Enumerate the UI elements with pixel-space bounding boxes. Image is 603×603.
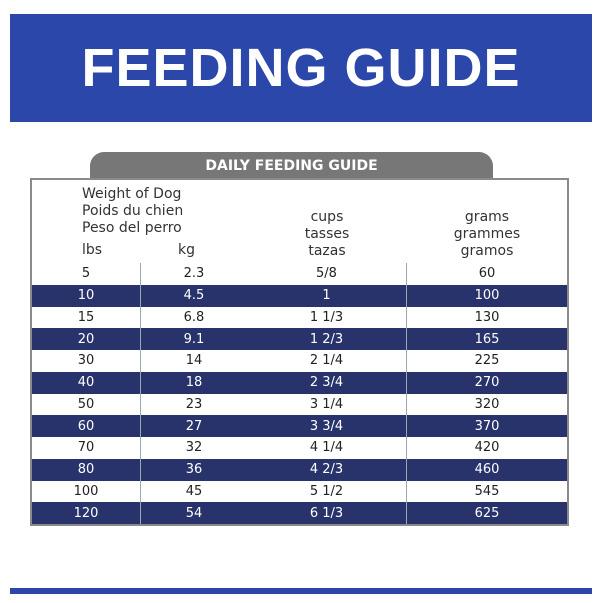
table-cell: 130	[474, 309, 500, 325]
table-cell: 420	[474, 440, 500, 456]
table-cell: 10	[77, 288, 95, 304]
table-cell: 40	[77, 375, 95, 391]
table-row: 80 36 4 2/3 460	[32, 458, 567, 481]
table-cell: 6 1/3	[247, 502, 407, 524]
table-cell: 36	[140, 458, 247, 481]
table-cell: 4.5	[140, 284, 247, 307]
table-row: 50 23 3 1/4 320	[32, 393, 567, 416]
table-cell: 9.1	[140, 328, 247, 350]
table-cell: 4 1/4	[247, 437, 407, 459]
table-row: 120 54 6 1/3 625	[32, 502, 567, 524]
table-cell: 320	[474, 396, 500, 412]
table-row: 5 2.3 5/8 60	[32, 263, 567, 285]
table-cell: 100	[73, 483, 99, 499]
bottom-rule	[10, 588, 592, 594]
table-cell: 27	[140, 415, 247, 437]
header-line: gramos	[460, 243, 514, 259]
table-cell: 60	[478, 266, 496, 282]
table-body: 5 2.3 5/8 60 10 4.5 1 100 15 6.8 1 1/3 130 20 9.1 1 2/…	[32, 263, 567, 524]
table-cell: 1	[247, 284, 407, 307]
table-cell: 4 2/3	[247, 458, 407, 481]
table-cell: 370	[474, 418, 500, 434]
table-cell: 1 1/3	[247, 306, 407, 329]
cups-header: cups tasses tazas	[247, 209, 407, 260]
table-cell: 14	[140, 350, 247, 372]
table-cell: 1 2/3	[247, 328, 407, 350]
table-cell: 625	[474, 505, 500, 521]
table-cell: 225	[474, 353, 500, 369]
table-cell: 45	[140, 480, 247, 503]
table-cell: 32	[140, 437, 247, 459]
banner-title: FEEDING GUIDE	[10, 14, 592, 122]
header-line: cups	[310, 209, 344, 225]
table-cell: 120	[73, 505, 99, 521]
table-cell: 80	[77, 462, 95, 478]
header-line: tasses	[304, 226, 350, 242]
table-cell: 20	[77, 331, 95, 347]
table-cell: 5 1/2	[247, 480, 407, 503]
table-title: DAILY FEEDING GUIDE	[90, 152, 493, 179]
table-cell: 460	[474, 462, 500, 478]
table-cell: 23	[140, 393, 247, 416]
lbs-header: lbs	[82, 242, 103, 258]
header-line: Peso del perro	[82, 220, 182, 236]
table-cell: 100	[474, 288, 500, 304]
header-line: tazas	[308, 243, 346, 259]
grams-header: grams grammes gramos	[407, 209, 567, 260]
table-cell: 54	[140, 502, 247, 524]
table-row: 60 27 3 3/4 370	[32, 415, 567, 437]
table-cell: 70	[77, 440, 95, 456]
header-line: Poids du chien	[82, 203, 184, 219]
table-cell: 15	[77, 309, 95, 325]
table-row: 15 6.8 1 1/3 130	[32, 306, 567, 329]
table-cell: 5/8	[247, 263, 407, 285]
weight-header: Weight of Dog Poids du chien Peso del pe…	[82, 186, 183, 237]
header-line: Weight of Dog	[82, 186, 182, 202]
table-cell: 18	[140, 371, 247, 394]
table-cell: 60	[77, 418, 95, 434]
table-cell: 3 1/4	[247, 393, 407, 416]
table-row: 20 9.1 1 2/3 165	[32, 328, 567, 350]
table-cell: 3 3/4	[247, 415, 407, 437]
table-row: 40 18 2 3/4 270	[32, 371, 567, 394]
header-line: grams	[464, 209, 510, 225]
table-cell: 2 3/4	[247, 371, 407, 394]
table-cell: 6.8	[140, 306, 247, 329]
table-row: 100 45 5 1/2 545	[32, 480, 567, 503]
table-cell: 30	[77, 353, 95, 369]
feeding-table: Weight of Dog Poids du chien Peso del pe…	[30, 178, 569, 526]
table-cell: 270	[474, 375, 500, 391]
table-cell: 2.3	[140, 263, 247, 285]
table-cell: 545	[474, 483, 500, 499]
table-row: 70 32 4 1/4 420	[32, 437, 567, 459]
table-cell: 50	[77, 396, 95, 412]
table-cell: 5	[81, 266, 91, 282]
table-row: 10 4.5 1 100	[32, 284, 567, 307]
table-row: 30 14 2 1/4 225	[32, 350, 567, 372]
table-cell: 2 1/4	[247, 350, 407, 372]
kg-header: kg	[178, 242, 195, 258]
table-cell: 165	[474, 331, 500, 347]
header-line: grammes	[453, 226, 521, 242]
